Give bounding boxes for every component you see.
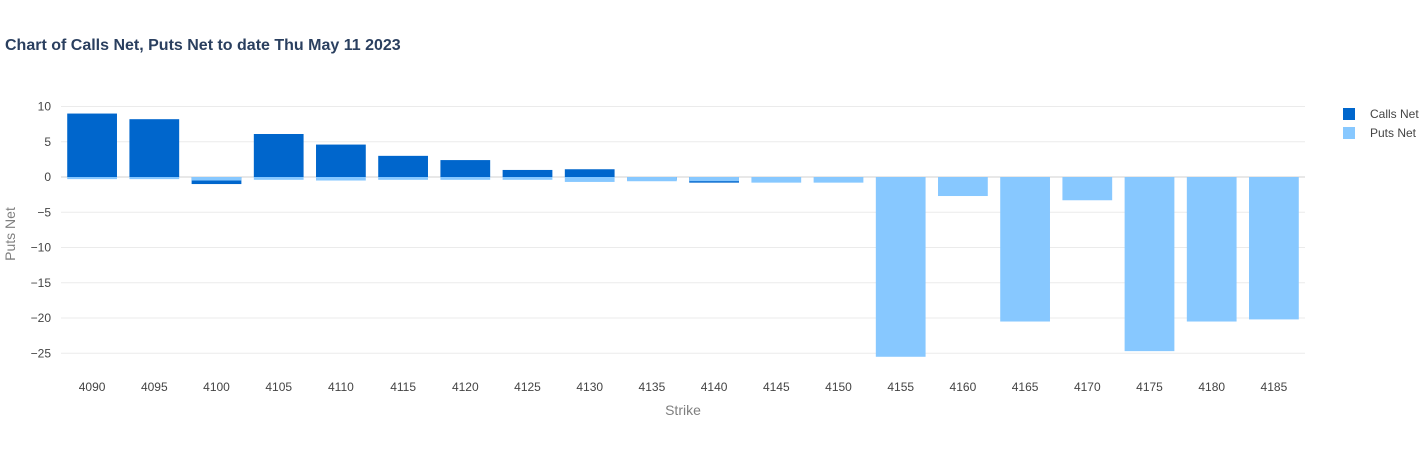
calls-net-bar[interactable] bbox=[502, 169, 553, 177]
legend-label-calls-net[interactable]: Calls Net bbox=[1370, 107, 1419, 121]
y-tick-label: −10 bbox=[31, 241, 52, 255]
x-tick-label: 4100 bbox=[203, 380, 230, 394]
calls-net-bar[interactable] bbox=[67, 113, 117, 177]
puts-net-bar[interactable] bbox=[813, 177, 864, 183]
x-tick-label: 4175 bbox=[1136, 380, 1163, 394]
x-tick-label: 4105 bbox=[265, 380, 292, 394]
puts-net-bar[interactable] bbox=[627, 177, 677, 182]
x-tick-label: 4120 bbox=[452, 380, 479, 394]
grid-layer bbox=[61, 106, 1305, 354]
x-tick-label: 4160 bbox=[950, 380, 977, 394]
x-tick-label: 4090 bbox=[79, 380, 106, 394]
legend: Calls Net Puts Net bbox=[1343, 107, 1419, 140]
calls-net-bar[interactable] bbox=[316, 144, 366, 177]
legend-swatch-calls-net[interactable] bbox=[1343, 108, 1355, 120]
puts-net-bar[interactable] bbox=[129, 177, 180, 180]
y-tick-label: 10 bbox=[38, 100, 52, 114]
y-tick-label: 0 bbox=[44, 170, 51, 184]
x-tick-label: 4095 bbox=[141, 380, 168, 394]
x-tick-label: 4140 bbox=[701, 380, 728, 394]
y-axis-title: Puts Net bbox=[2, 207, 18, 261]
x-tick-label: 4180 bbox=[1198, 380, 1225, 394]
puts-net-bar[interactable] bbox=[938, 177, 988, 197]
y-tick-label: −15 bbox=[31, 276, 52, 290]
x-tick-label: 4145 bbox=[763, 380, 790, 394]
x-tick-label: 4125 bbox=[514, 380, 541, 394]
puts-net-bar[interactable] bbox=[191, 177, 242, 181]
puts-net-bar[interactable] bbox=[1249, 177, 1299, 320]
x-tick-label: 4155 bbox=[887, 380, 914, 394]
legend-swatch-puts-net[interactable] bbox=[1343, 127, 1355, 139]
puts-net-bar[interactable] bbox=[1062, 177, 1113, 201]
y-tick-label: −5 bbox=[37, 205, 51, 219]
puts-net-bar[interactable] bbox=[564, 177, 615, 182]
chart-title: Chart of Calls Net, Puts Net to date Thu… bbox=[5, 37, 401, 54]
y-tick-label: 5 bbox=[44, 135, 51, 149]
calls-net-bar[interactable] bbox=[378, 155, 428, 177]
legend-label-puts-net[interactable]: Puts Net bbox=[1370, 126, 1417, 140]
puts-net-bar[interactable] bbox=[502, 177, 553, 180]
puts-net-bar[interactable] bbox=[1186, 177, 1237, 322]
puts-net-bar[interactable] bbox=[1124, 177, 1175, 352]
x-axis-title: Strike bbox=[665, 402, 701, 418]
puts-net-bar[interactable] bbox=[689, 177, 739, 182]
x-tick-label: 4170 bbox=[1074, 380, 1101, 394]
puts-net-bar[interactable] bbox=[316, 177, 366, 181]
puts-net-bar[interactable] bbox=[875, 177, 926, 357]
calls-net-bar[interactable] bbox=[440, 160, 491, 177]
bar-layer bbox=[67, 113, 1299, 357]
x-tick-label: 4115 bbox=[390, 380, 416, 394]
puts-net-bar[interactable] bbox=[67, 177, 117, 180]
y-tick-label: −20 bbox=[31, 311, 52, 325]
x-tick-label: 4135 bbox=[639, 380, 666, 394]
x-tick-label: 4110 bbox=[328, 380, 354, 394]
y-axis-ticks: 10 5 0 −5 −10 −15 −20 −25 bbox=[31, 100, 52, 361]
calls-net-bar[interactable] bbox=[564, 169, 615, 177]
y-tick-label: −25 bbox=[31, 346, 52, 360]
puts-net-bar[interactable] bbox=[1000, 177, 1050, 322]
puts-net-bar[interactable] bbox=[378, 177, 428, 180]
puts-net-bar[interactable] bbox=[440, 177, 491, 180]
x-tick-label: 4165 bbox=[1012, 380, 1039, 394]
puts-net-bar[interactable] bbox=[253, 177, 304, 180]
calls-net-bar[interactable] bbox=[253, 134, 304, 177]
calls-net-bar[interactable] bbox=[129, 119, 180, 177]
x-tick-label: 4130 bbox=[576, 380, 603, 394]
x-tick-label: 4150 bbox=[825, 380, 852, 394]
x-tick-label: 4185 bbox=[1261, 380, 1288, 394]
x-axis-ticks: 4090 4095 4100 4105 4110 4115 4120 4125 4130 4135… bbox=[79, 380, 1288, 394]
puts-net-bar[interactable] bbox=[751, 177, 802, 183]
